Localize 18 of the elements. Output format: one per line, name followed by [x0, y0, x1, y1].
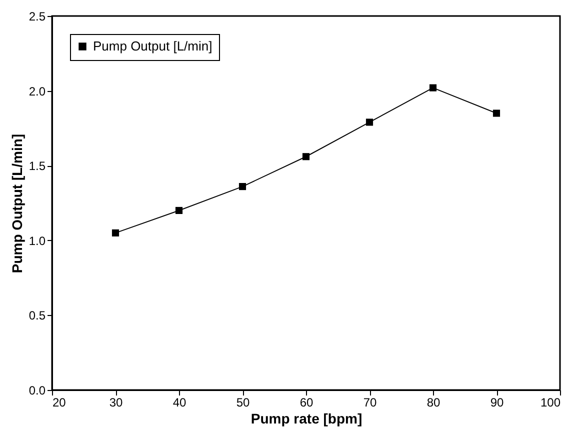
x-tick-label: 50	[236, 396, 250, 410]
x-tick-label: 80	[426, 396, 440, 410]
x-tick-label: 30	[109, 396, 123, 410]
y-tick-label: 1.0	[28, 234, 46, 248]
x-tick-label: 90	[490, 396, 504, 410]
x-tick-label: 40	[172, 396, 186, 410]
x-axis-title: Pump rate [bpm]	[250, 410, 362, 426]
y-axis-title: Pump Output [L/min]	[8, 134, 25, 274]
x-tick-label: 70	[363, 396, 377, 410]
y-tick-label: 2.0	[28, 84, 46, 98]
y-tick-label: 0.0	[28, 384, 46, 398]
x-tick-label: 60	[300, 396, 314, 410]
y-tick-label: 0.5	[28, 308, 46, 323]
x-tick-label: 100	[540, 396, 561, 410]
x-tick-label: 20	[52, 396, 66, 410]
y-tick-label: 2.5	[28, 10, 46, 24]
legend-label: Pump Output [L/min]	[93, 38, 212, 54]
y-tick-label: 1.5	[28, 159, 46, 174]
